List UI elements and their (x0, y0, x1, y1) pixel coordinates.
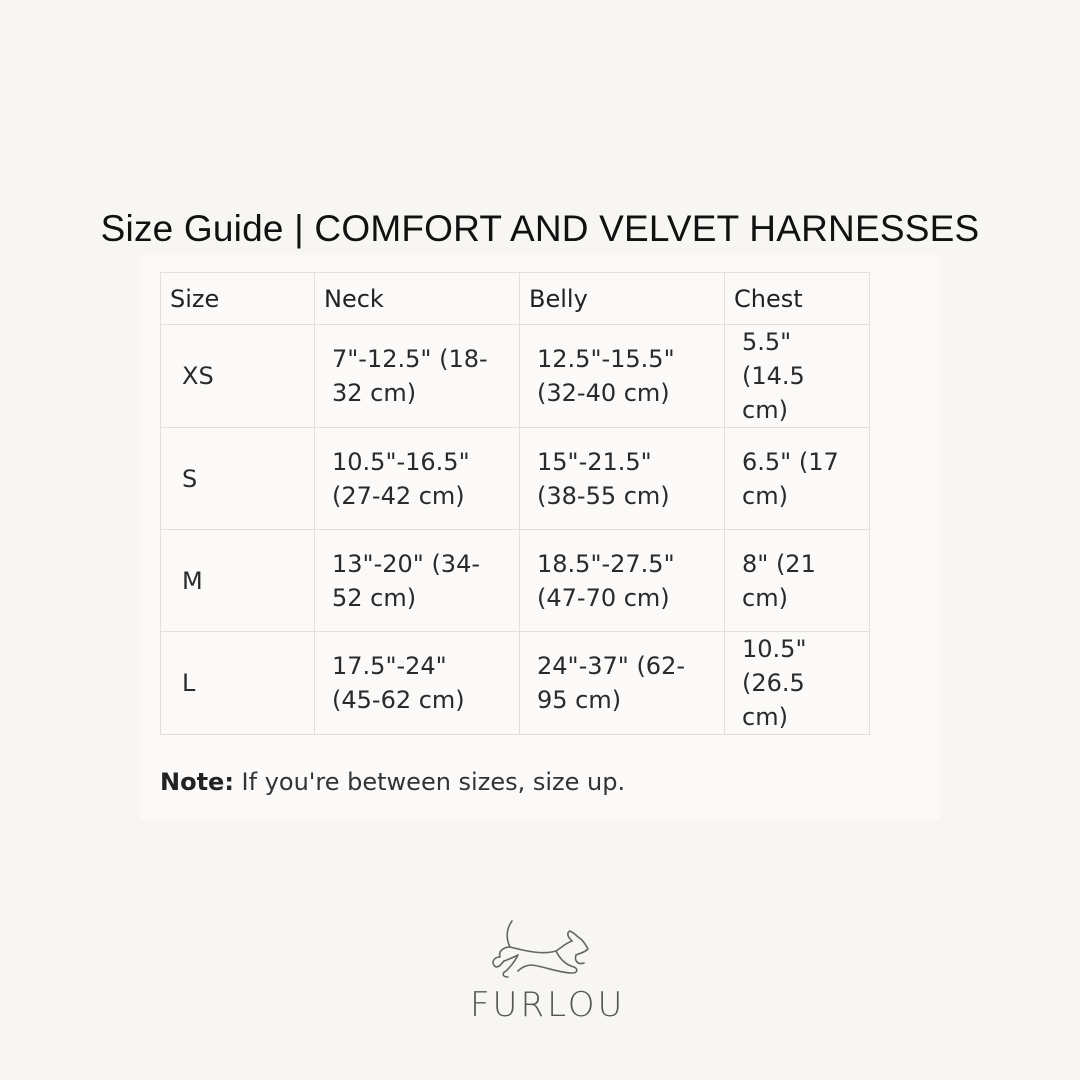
table-row: M 13"-20" (34-52 cm) 18.5"-27.5" (47-70 … (160, 529, 870, 632)
cell-neck: 10.5"-16.5" (27-42 cm) (314, 427, 520, 530)
table-row: XS 7"-12.5" (18-32 cm) 12.5"-15.5" (32-4… (160, 324, 870, 428)
brand-name: FURLOU (470, 985, 626, 1025)
cell-neck: 13"-20" (34-52 cm) (314, 529, 520, 632)
running-dog-icon (492, 920, 589, 978)
brand-logo: FURLOU (470, 915, 626, 1030)
table-row: L 17.5"-24" (45-62 cm) 24"-37" (62-95 cm… (160, 631, 870, 735)
cell-belly: 15"-21.5" (38-55 cm) (519, 427, 725, 530)
cell-chest: 6.5" (17 cm) (724, 427, 870, 530)
cell-chest: 8" (21 cm) (724, 529, 870, 632)
header-belly: Belly (519, 272, 725, 325)
cell-size: XS (160, 324, 315, 428)
cell-size: L (160, 631, 315, 735)
page-title: Size Guide | COMFORT AND VELVET HARNESSE… (100, 208, 980, 249)
table-row: S 10.5"-16.5" (27-42 cm) 15"-21.5" (38-5… (160, 427, 870, 530)
cell-belly: 12.5"-15.5" (32-40 cm) (519, 324, 725, 428)
note-text: If you're between sizes, size up. (233, 768, 626, 796)
cell-chest: 5.5" (14.5 cm) (724, 324, 870, 428)
size-table: Size Neck Belly Chest XS 7"-12.5" (18-32… (160, 272, 870, 735)
cell-chest: 10.5" (26.5 cm) (724, 631, 870, 735)
cell-belly: 24"-37" (62-95 cm) (519, 631, 725, 735)
header-size: Size (160, 272, 315, 325)
header-chest: Chest (724, 272, 870, 325)
cell-size: M (160, 529, 315, 632)
note: Note: If you're between sizes, size up. (160, 768, 625, 796)
cell-neck: 7"-12.5" (18-32 cm) (314, 324, 520, 428)
table-header-row: Size Neck Belly Chest (160, 272, 870, 325)
header-neck: Neck (314, 272, 520, 325)
cell-belly: 18.5"-27.5" (47-70 cm) (519, 529, 725, 632)
cell-neck: 17.5"-24" (45-62 cm) (314, 631, 520, 735)
cell-size: S (160, 427, 315, 530)
note-label: Note: (160, 768, 234, 796)
